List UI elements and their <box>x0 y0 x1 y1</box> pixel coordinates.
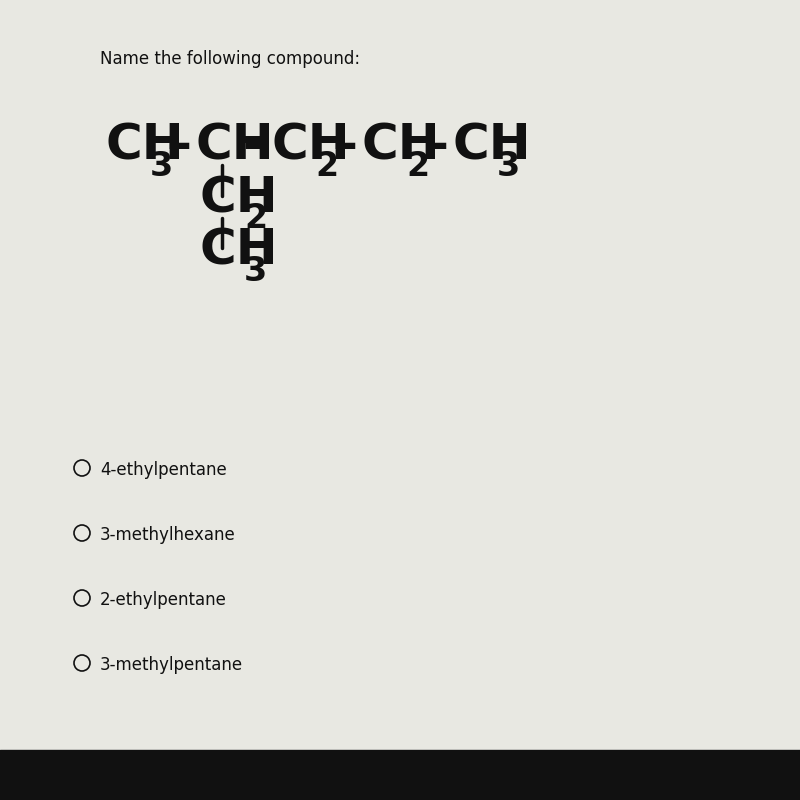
Text: 2: 2 <box>244 202 267 235</box>
Text: CH: CH <box>105 122 184 170</box>
Text: 2: 2 <box>316 150 339 183</box>
Text: 2-ethylpentane: 2-ethylpentane <box>100 591 227 609</box>
Text: CH: CH <box>452 122 531 170</box>
Text: –: – <box>166 122 191 170</box>
Text: 2: 2 <box>406 150 430 183</box>
Text: CH: CH <box>362 122 440 170</box>
Text: 3-methylhexane: 3-methylhexane <box>100 526 236 544</box>
Text: Name the following compound:: Name the following compound: <box>100 50 360 68</box>
Text: –: – <box>242 122 267 170</box>
Text: CH: CH <box>271 122 350 170</box>
Text: 3: 3 <box>244 254 267 288</box>
Text: CH: CH <box>199 226 278 274</box>
Text: CH: CH <box>195 122 274 170</box>
Text: –: – <box>333 122 358 170</box>
Text: –: – <box>423 122 448 170</box>
Text: 3-methylpentane: 3-methylpentane <box>100 656 243 674</box>
Text: 3: 3 <box>497 150 520 183</box>
Text: 3: 3 <box>150 150 173 183</box>
Text: 4-ethylpentane: 4-ethylpentane <box>100 461 226 479</box>
Text: CH: CH <box>199 174 278 222</box>
